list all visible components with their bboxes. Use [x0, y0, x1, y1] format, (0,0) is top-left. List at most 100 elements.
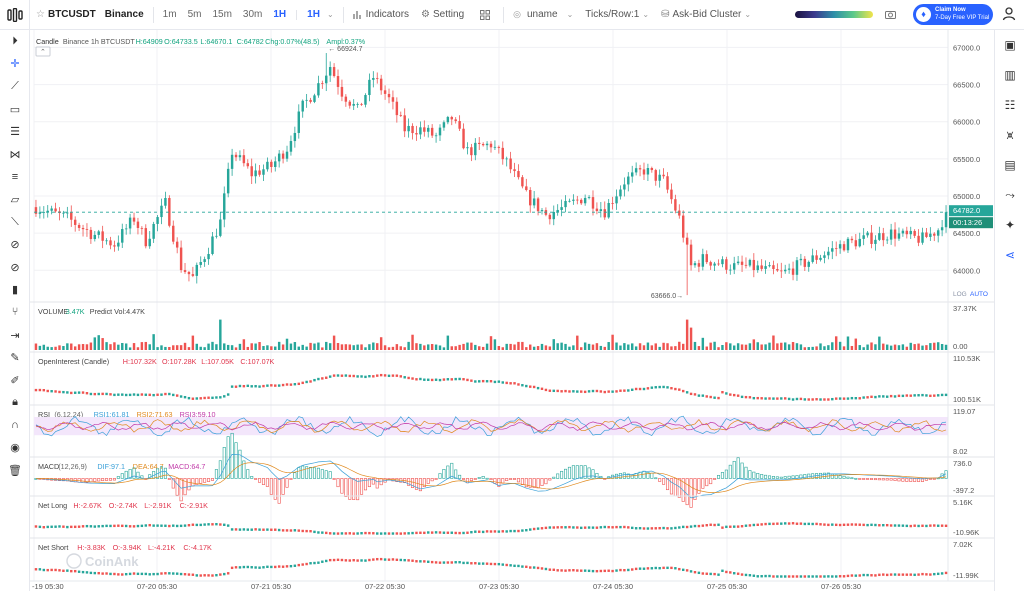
volume-bar: [705, 346, 708, 350]
pane-label: Predict Vol:4.47K: [90, 307, 145, 316]
timeframe-5m[interactable]: 5m: [187, 9, 202, 20]
series-bar: [646, 387, 650, 390]
series-bar: [729, 393, 732, 396]
ruler-icon[interactable]: ⟍: [11, 215, 19, 228]
bar-chart-icon[interactable]: ▥: [1004, 68, 1016, 82]
symbol-selector[interactable]: ☆ BTCUSDT Binance: [30, 9, 150, 20]
candle-body: [489, 143, 493, 148]
series-bar: [489, 530, 493, 533]
magnet-icon[interactable]: ∩: [11, 419, 19, 432]
uname-selector[interactable]: ◎ uname ⌄: [507, 9, 579, 20]
series-bar: [513, 382, 516, 385]
series-bar: [650, 527, 654, 530]
layout-button[interactable]: [470, 9, 500, 20]
series-bar: [328, 532, 332, 535]
series-bar: [787, 522, 791, 525]
macd-histogram-bar: [97, 478, 101, 482]
order-book-icon[interactable]: ☷: [1004, 98, 1016, 112]
crosshair-icon[interactable]: ✛: [10, 58, 20, 71]
indicators-button[interactable]: Indicators: [347, 9, 415, 20]
series-bar: [403, 558, 406, 562]
series-bar: [254, 528, 257, 531]
candle-body: [238, 155, 242, 158]
series-bar: [658, 566, 661, 570]
liquidation-icon[interactable]: ⩙: [1006, 127, 1014, 142]
volume-bar: [97, 335, 100, 350]
timeframe-selected[interactable]: 1H: [307, 9, 320, 20]
claim-vip-button[interactable]: ♦ Claim Now 7-Day Free VIP Trial: [913, 4, 993, 25]
candle-body: [230, 154, 234, 169]
candle-body: [603, 209, 606, 218]
notes-icon[interactable]: ▤: [1004, 158, 1016, 172]
series-bar: [870, 395, 873, 399]
series-bar: [870, 523, 873, 527]
legend-amplitude: Ampl:0.37%: [326, 37, 365, 46]
macd-histogram-bar: [858, 478, 862, 480]
volume-bar: [917, 343, 920, 350]
macd-histogram-bar: [756, 473, 760, 479]
timeframe-1m[interactable]: 1m: [162, 9, 177, 20]
timeframe-1h[interactable]: 1H: [273, 9, 287, 20]
star-icon[interactable]: ☆: [36, 9, 45, 20]
timeframe-15m[interactable]: 15m: [212, 9, 232, 20]
series-bar: [219, 523, 222, 526]
horizontal-lines-icon[interactable]: ☰: [10, 126, 20, 139]
series-bar: [599, 526, 603, 529]
series-bar: [144, 572, 148, 576]
pane-label: DIF:97.1: [97, 462, 125, 471]
user-icon[interactable]: [1001, 6, 1017, 22]
series-bar: [787, 397, 791, 401]
connections-icon[interactable]: ⤳: [1005, 187, 1015, 202]
measure-icon[interactable]: ⇥: [10, 329, 20, 342]
chart-panel-icon[interactable]: ▣: [1004, 38, 1016, 52]
candle-body: [434, 135, 438, 137]
volume-bar: [364, 347, 367, 350]
series-bar: [701, 394, 705, 397]
screenshot-button[interactable]: [873, 10, 902, 19]
sparkle-icon[interactable]: ✦: [1004, 218, 1016, 232]
ticks-selector[interactable]: Ticks/Row:1 ⌄: [579, 9, 655, 20]
divider: [503, 6, 505, 23]
volume-bar: [485, 343, 489, 350]
play-icon[interactable]: ⏵: [12, 34, 18, 47]
eraser-icon[interactable]: ⊘: [10, 261, 20, 274]
series-bar: [831, 575, 834, 578]
cluster-selector[interactable]: ⛁ Ask-Bid Cluster ⌄: [655, 9, 757, 20]
comment-icon[interactable]: ▱: [10, 193, 20, 206]
series-bar: [493, 530, 497, 533]
trendline-icon[interactable]: ⟋: [11, 79, 19, 92]
highlighter-icon[interactable]: ✐: [10, 374, 20, 387]
macd-histogram-bar: [862, 478, 866, 480]
setting-button[interactable]: ⚙ Setting: [415, 9, 470, 20]
candle-body: [50, 208, 53, 211]
trash-icon[interactable]: 🗑︎: [8, 465, 22, 478]
lock-icon[interactable]: 🔒︎: [12, 396, 18, 409]
app-logo-icon[interactable]: [0, 0, 30, 30]
candle-body: [430, 127, 434, 136]
share-icon[interactable]: ⋖: [1004, 248, 1016, 262]
heatmap-gradient-slider[interactable]: [795, 11, 874, 18]
brush-icon[interactable]: ⊘: [10, 239, 20, 252]
bar-chart-icon[interactable]: ▮: [11, 284, 19, 297]
pitchfork-icon[interactable]: ⋈: [9, 148, 21, 161]
chevron-up-icon: ⌃: [40, 48, 46, 56]
candle-body: [693, 263, 697, 266]
series-bar: [434, 378, 438, 381]
visibility-icon[interactable]: ◉: [10, 442, 20, 455]
fib-icon[interactable]: ≡: [11, 170, 19, 183]
series-bar: [764, 397, 767, 400]
volume-bar: [168, 346, 171, 350]
volume-bar: [430, 344, 434, 350]
series-bar: [607, 569, 610, 572]
chevron-down-icon[interactable]: ⌄: [326, 10, 334, 19]
volume-bar: [889, 345, 893, 350]
series-bar: [172, 572, 175, 575]
rectangle-icon[interactable]: ▭: [9, 103, 21, 116]
timeframe-30m[interactable]: 30m: [242, 9, 263, 20]
pen-icon[interactable]: ✎: [10, 352, 20, 365]
series-bar: [497, 562, 501, 566]
series-bar: [505, 381, 508, 385]
fork-icon[interactable]: ⑂: [11, 306, 19, 319]
